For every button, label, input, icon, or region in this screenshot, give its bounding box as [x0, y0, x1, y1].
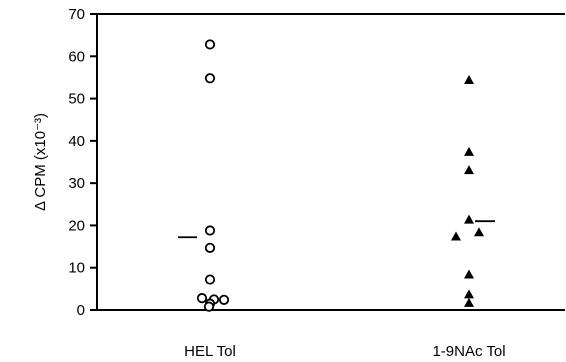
data-point-open-circle — [204, 225, 216, 236]
data-point-filled-triangle — [464, 165, 474, 175]
y-tick-label: 50 — [68, 91, 85, 108]
data-point-filled-triangle — [451, 231, 461, 241]
data-point-filled-triangle — [474, 227, 484, 237]
data-point-filled-triangle — [464, 214, 474, 224]
y-ticks: 0 10 20 30 40 50 60 70 — [68, 6, 97, 319]
data-marks — [178, 39, 495, 312]
axes — [96, 13, 565, 311]
data-point-filled-triangle — [464, 75, 474, 85]
data-point-filled-triangle — [464, 297, 474, 307]
data-point-filled-triangle — [464, 269, 474, 279]
data-point-open-circle — [204, 242, 216, 253]
category-label-hel-tol: HEL Tol — [184, 343, 236, 360]
data-point-open-circle — [218, 294, 230, 305]
y-tick-label: 40 — [68, 133, 85, 150]
data-point-open-circle — [203, 301, 215, 312]
y-tick-label: 60 — [68, 48, 85, 65]
data-point-open-circle — [196, 293, 208, 304]
y-tick-label: 10 — [68, 260, 85, 277]
category-label-1-9nac-tol: 1-9NAc Tol — [432, 343, 505, 360]
y-tick-label: 70 — [68, 6, 85, 23]
data-point-open-circle — [204, 73, 216, 84]
y-tick-label: 0 — [77, 302, 85, 319]
data-point-filled-triangle — [464, 146, 474, 156]
y-tick-label: 30 — [68, 175, 85, 192]
data-point-filled-triangle — [464, 289, 474, 299]
data-point-open-circle — [204, 39, 216, 50]
y-axis-title: Δ CPM (x10⁻³) — [32, 113, 49, 211]
category-labels: HEL Tol 1-9NAc Tol — [184, 343, 505, 360]
data-point-open-circle — [204, 274, 216, 285]
y-tick-label: 20 — [68, 217, 85, 234]
